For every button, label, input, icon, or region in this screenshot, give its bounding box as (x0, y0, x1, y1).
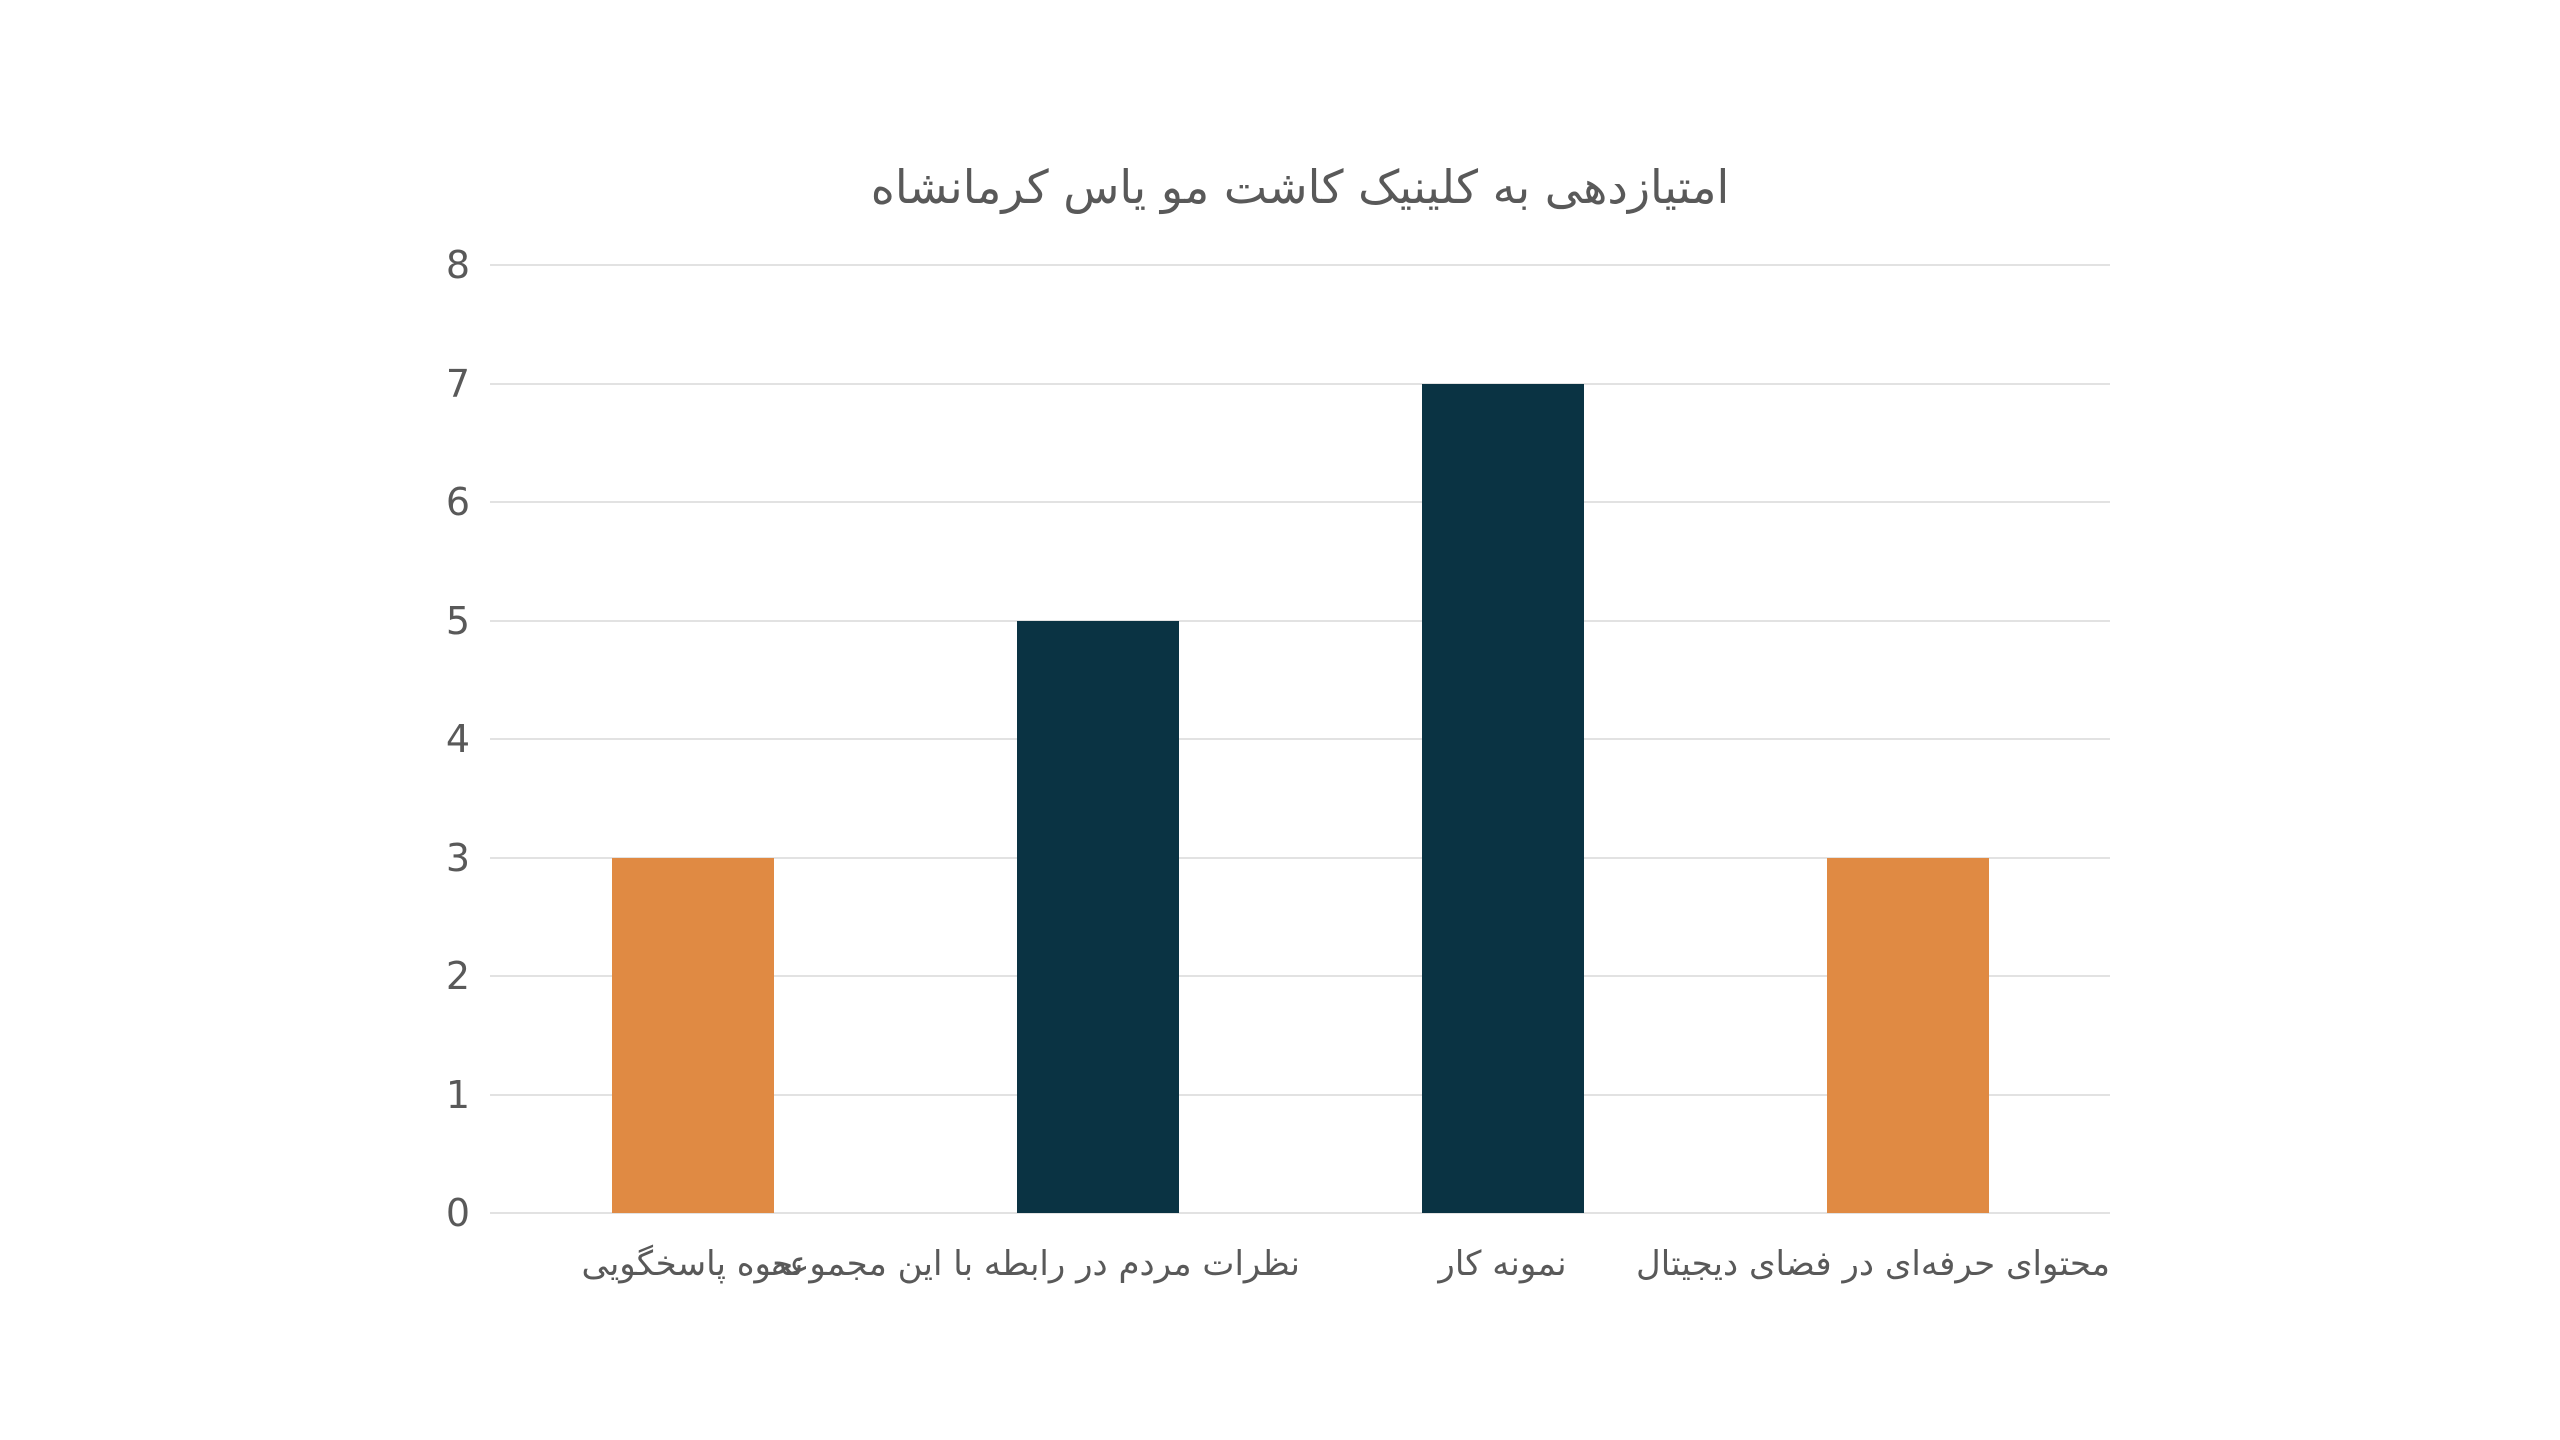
x-axis-labels: نحوه پاسخگویی نظرات مردم در رابطه با این … (490, 1240, 2111, 1300)
gridline (490, 619, 2110, 622)
bar-1 (611, 857, 774, 1213)
bar-4 (1826, 857, 1989, 1213)
y-tick-label: 6 (445, 480, 470, 524)
bar-3 (1421, 383, 1584, 1213)
gridline (490, 738, 2110, 740)
y-axis-labels: 0 1 2 3 4 5 6 7 8 (330, 243, 470, 1235)
gridline (490, 975, 2110, 977)
y-tick-label: 1 (445, 1072, 470, 1117)
gridline (490, 501, 2110, 503)
gridline (490, 382, 2110, 385)
chart-title: امتیازدهی به کلینیک کاشت مو یاس کرمانشاه (870, 160, 1730, 214)
y-tick-label: 4 (445, 717, 470, 761)
x-category-label: محتوای حرفه‌ای در فضای دیجیتال (1636, 1244, 2110, 1284)
gridline (490, 856, 2110, 859)
plot-area (490, 264, 2110, 1214)
x-category-label: نمونه کار (1438, 1244, 1567, 1284)
y-tick-label: 8 (445, 243, 470, 287)
gridline (490, 1212, 2110, 1214)
x-category-label: نحوه پاسخگویی (581, 1244, 804, 1284)
gridline (490, 264, 2110, 266)
gridline (490, 1093, 2110, 1096)
y-tick-label: 0 (445, 1191, 470, 1235)
y-tick-label: 5 (445, 598, 470, 643)
x-category-label: نظرات مردم در رابطه با این مجموعه (770, 1244, 1300, 1284)
y-tick-label: 7 (445, 361, 470, 406)
bar-2 (1016, 620, 1179, 1213)
y-tick-label: 3 (445, 835, 470, 880)
y-tick-label: 2 (445, 954, 470, 998)
